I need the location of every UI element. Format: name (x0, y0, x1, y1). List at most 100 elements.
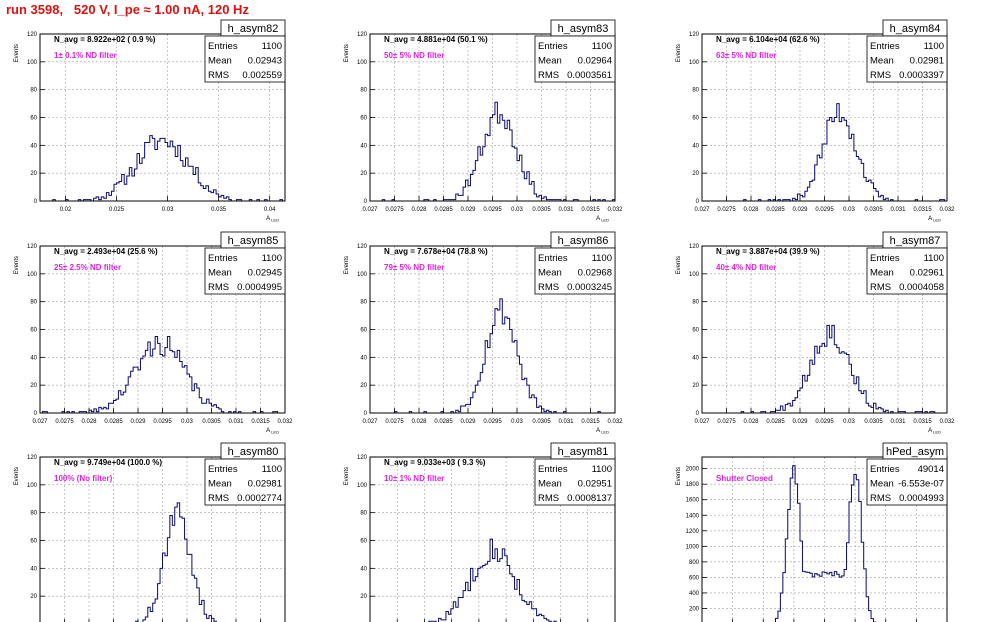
y-tick-label: 100 (357, 272, 368, 278)
x-tick-label: 0.03 (511, 419, 523, 425)
y-tick-label: 60 (30, 328, 37, 334)
x-tick-label: 0.0315 (913, 419, 932, 425)
stats-key: Entries (538, 253, 568, 264)
n-avg-label: N_avg = 2.493e+04 (25.6 %) (54, 247, 158, 256)
y-tick-label: 600 (689, 575, 700, 581)
y-axis-label: Events (344, 44, 350, 62)
stats-box: Entries 1100 Mean 0.02981 RMS 0.0002774 (204, 458, 286, 506)
n-avg-label: N_avg = 7.678e+04 (78.8 %) (384, 247, 488, 256)
y-tick-label: 120 (689, 32, 700, 38)
stats-value: 0.0003397 (899, 70, 944, 81)
x-tick-label: 0.031 (890, 419, 906, 425)
stats-key: RMS (208, 282, 229, 293)
x-tick-label: 0.03 (162, 207, 174, 213)
x-tick-label: 0.025 (109, 207, 125, 213)
stats-value: 1100 (924, 253, 944, 264)
stats-box: Entries 1100 Mean 0.02943 RMS 0.002559 (204, 35, 286, 83)
stats-key: RMS (870, 70, 891, 81)
stats-title: h_asym85 (228, 235, 279, 247)
stats-value: 0.0008137 (567, 493, 612, 504)
x-tick-label: 0.0305 (532, 419, 551, 425)
x-tick-label: 0.0275 (55, 419, 74, 425)
stats-box: Entries 1100 Mean 0.02945 RMS 0.0004995 (204, 247, 286, 295)
stats-box: Entries 1100 Mean 0.02981 RMS 0.0003397 (866, 35, 948, 83)
y-tick-label: 40 (30, 355, 37, 361)
stats-key: RMS (870, 493, 891, 504)
y-tick-label: 20 (360, 594, 367, 600)
x-tick-label: 0.0285 (434, 207, 453, 213)
histogram-panel-h_asym81: 0.0250.0260.0270.0280.0290.030.0310.0320… (344, 442, 616, 622)
y-tick-label: 20 (30, 594, 37, 600)
y-tick-label: 100 (689, 272, 700, 278)
stats-value: 0.0004993 (899, 493, 944, 504)
filter-label: 40± 4% ND filter (716, 263, 776, 272)
x-tick-label: 0.035 (211, 207, 227, 213)
x-axis-label: A LED (928, 428, 941, 435)
stats-key: Entries (870, 464, 900, 475)
y-tick-label: 0 (34, 411, 38, 417)
filter-label: 25± 2.5% ND filter (54, 263, 121, 272)
stats-title: h_asym86 (558, 235, 609, 247)
x-tick-label: 0.028 (743, 207, 759, 213)
y-tick-label: 60 (360, 328, 367, 334)
y-tick-label: 100 (27, 483, 38, 489)
stats-value: 0.02945 (248, 268, 282, 279)
x-tick-label: 0.0275 (717, 207, 736, 213)
y-tick-label: 80 (692, 300, 699, 306)
stats-value: 0.0002774 (237, 493, 282, 504)
y-tick-label: 0 (696, 411, 700, 417)
x-tick-label: 0.028 (81, 419, 97, 425)
stats-key: Mean (870, 56, 894, 67)
stats-key: RMS (538, 70, 559, 81)
y-tick-label: 40 (360, 566, 367, 572)
y-tick-label: 40 (692, 355, 699, 361)
histogram-panel-hPed_asym: -0.002-0.0015-0.001-0.000500.00050.0010.… (676, 442, 948, 622)
stats-key: Entries (208, 41, 238, 52)
x-tick-label: 0.032 (607, 207, 623, 213)
y-tick-label: 20 (30, 383, 37, 389)
y-tick-label: 100 (357, 483, 368, 489)
y-tick-label: 60 (692, 116, 699, 122)
x-tick-label: 0.028 (411, 419, 427, 425)
y-tick-label: 80 (30, 511, 37, 517)
histogram-panel-h_asym84: 0.027 0.0275 0.028 0.0285 0.029 0.0295 0.03 0.0… (676, 19, 955, 223)
x-tick-label: 0.0315 (913, 207, 932, 213)
y-tick-label: 100 (689, 60, 700, 66)
plot-frame (701, 456, 948, 622)
x-tick-label: 0.027 (362, 419, 378, 425)
stats-value: 1100 (262, 464, 282, 475)
y-tick-label: 0 (364, 411, 368, 417)
y-tick-label: 80 (30, 300, 37, 306)
stats-box-frame (866, 247, 948, 295)
y-axis-label: Events (676, 44, 682, 62)
stats-key: Mean (208, 56, 232, 67)
x-axis-label: A LED (266, 428, 279, 435)
stats-box: Entries 1100 Mean 0.02968 RMS 0.0003245 (534, 247, 616, 295)
stats-value: 0.02968 (578, 268, 612, 279)
y-tick-label: 20 (30, 171, 37, 177)
x-axis-label: A LED (596, 428, 609, 435)
y-axis-label: Events (14, 467, 20, 485)
x-tick-label: 0.0315 (251, 419, 270, 425)
y-tick-label: 80 (360, 88, 367, 94)
n-avg-label: N_avg = 6.104e+04 (62.6 %) (716, 35, 820, 44)
x-tick-label: 0.0315 (581, 419, 600, 425)
y-tick-label: 60 (360, 539, 367, 545)
x-tick-label: 0.0295 (483, 419, 502, 425)
stats-value: 1100 (262, 253, 282, 264)
filter-label: 50± 5% ND filter (384, 51, 444, 60)
x-tick-label: 0.027 (32, 419, 48, 425)
filter-label: 1± 0.1% ND filter (54, 51, 117, 60)
x-tick-label: 0.028 (411, 207, 427, 213)
x-tick-label: 0.0305 (864, 419, 883, 425)
y-axis-label: Events (344, 467, 350, 485)
x-tick-label: 0.0305 (202, 419, 221, 425)
y-tick-label: 20 (360, 383, 367, 389)
x-tick-label: 0.028 (743, 419, 759, 425)
stats-title: h_asym82 (228, 23, 279, 35)
y-tick-label: 20 (360, 171, 367, 177)
x-tick-label: 0.031 (228, 419, 244, 425)
y-tick-label: 120 (27, 455, 38, 461)
y-tick-label: 40 (30, 566, 37, 572)
n-avg-label: N_avg = 4.881e+04 (50.1 %) (384, 35, 488, 44)
